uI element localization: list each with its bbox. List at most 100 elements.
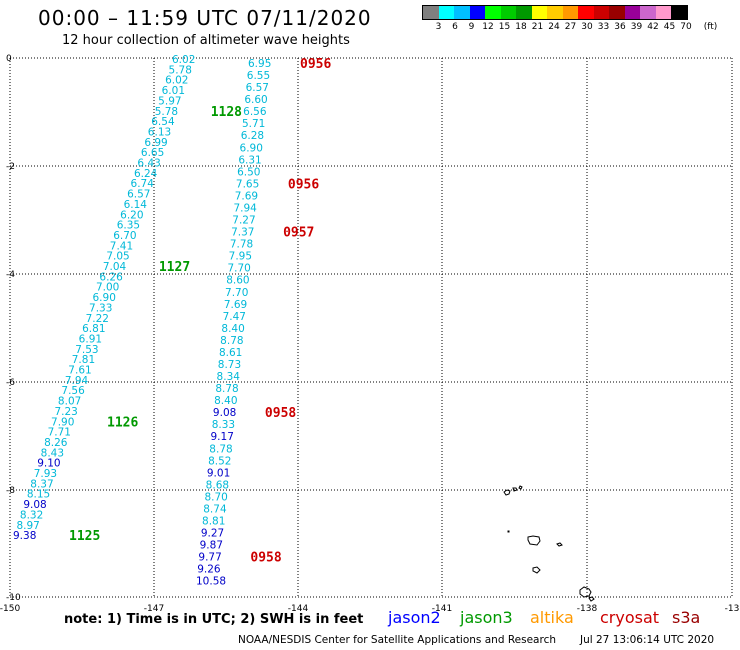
wave-height-value: 9.38 xyxy=(13,530,36,542)
wave-height-value: 6.81 xyxy=(82,323,105,335)
legend-tick-label: 18 xyxy=(515,22,527,32)
wave-height-value: 7.23 xyxy=(54,406,77,418)
x-tick-label: -150 xyxy=(0,604,20,614)
wave-height-value: 10.58 xyxy=(196,576,226,588)
legend-tick-label: 45 xyxy=(663,22,676,32)
wave-height-value: 7.61 xyxy=(68,365,91,377)
wave-height-value: 8.70 xyxy=(204,491,227,503)
wave-height-value: 7.90 xyxy=(51,416,74,428)
legend-color-bar xyxy=(422,5,688,20)
wave-height-value: 5.97 xyxy=(158,95,181,107)
wave-height-value: 9.08 xyxy=(213,407,236,419)
wave-height-value: 6.55 xyxy=(247,70,270,82)
pass-time-label: 0956 xyxy=(300,57,331,72)
legend-tick-label: 27 xyxy=(564,22,577,32)
wave-height-value: 6.26 xyxy=(99,271,123,283)
wave-height-value: 7.69 xyxy=(224,299,247,311)
wave-height-value: 8.15 xyxy=(27,489,50,501)
legend-swatch xyxy=(655,6,671,19)
wave-height-value: 8.68 xyxy=(206,479,229,491)
satellite-label-altika: altika xyxy=(530,608,574,627)
pass-time-label: 1127 xyxy=(159,260,190,275)
legend-swatch xyxy=(547,6,563,19)
island-outline xyxy=(532,566,541,574)
wave-height-value: 6.50 xyxy=(237,166,260,178)
island-outline xyxy=(579,586,592,598)
island-outline xyxy=(556,542,563,547)
legend-swatch xyxy=(593,6,609,19)
island-outline xyxy=(507,530,510,533)
wave-height-value: 6.54 xyxy=(151,116,175,128)
pass-time-label: 1128 xyxy=(211,105,242,120)
legend-unit: (ft) xyxy=(703,22,718,32)
island-outline xyxy=(518,485,523,490)
wave-height-value: 7.41 xyxy=(110,240,133,252)
footer-date: Jul 27 13:06:14 UTC 2020 xyxy=(580,634,715,646)
color-legend: 3 6 9 12 15 18 21 24 27 30 33 36 39 42 45 70 (ft) xyxy=(422,5,718,34)
page-title: 00:00 – 11:59 UTC 07/11/2020 xyxy=(38,6,372,30)
wave-height-value: 7.94 xyxy=(233,202,257,214)
y-tick-label: -8 xyxy=(6,486,15,496)
wave-height-value: 7.33 xyxy=(89,302,112,314)
wave-height-value: 7.27 xyxy=(232,215,255,227)
legend-tick-label: 21 xyxy=(531,22,544,32)
legend-tick-label: 33 xyxy=(597,22,610,32)
wave-height-value: 7.70 xyxy=(225,287,248,299)
satellite-label-cryosat: cryosat xyxy=(600,608,660,627)
wave-height-value: 6.99 xyxy=(144,137,167,149)
island-outline xyxy=(588,596,595,602)
wave-height-value: 8.52 xyxy=(208,455,231,467)
wave-height-value: 8.74 xyxy=(203,503,227,515)
wave-height-value: 8.97 xyxy=(16,520,39,532)
wave-height-value: 9.77 xyxy=(198,552,221,564)
wave-height-value: 6.90 xyxy=(240,142,263,154)
wave-height-value: 6.91 xyxy=(79,333,102,345)
wave-height-value: 7.04 xyxy=(103,261,127,273)
legend-tick-label: 30 xyxy=(581,22,593,32)
wave-height-value: 8.43 xyxy=(41,447,64,459)
wave-height-value: 8.60 xyxy=(226,275,249,287)
y-tick-label: -6 xyxy=(6,378,15,388)
page-subtitle: 12 hour collection of altimeter wave hei… xyxy=(62,33,350,48)
wave-height-value: 6.60 xyxy=(244,94,267,106)
wave-height-value: 8.40 xyxy=(214,395,237,407)
footer-credit: NOAA/NESDIS Center for Satellite Applica… xyxy=(238,634,556,646)
wave-height-value: 7.37 xyxy=(231,227,254,239)
wave-height-value: 8.78 xyxy=(215,383,238,395)
wave-height-value: 7.71 xyxy=(48,427,71,439)
wave-height-value: 6.90 xyxy=(93,292,116,304)
wave-height-value: 8.33 xyxy=(212,419,235,431)
y-tick-label: -10 xyxy=(6,593,21,603)
wave-height-value: 9.27 xyxy=(201,528,224,540)
wave-height-value: 6.28 xyxy=(241,130,264,142)
legend-tick-label: 15 xyxy=(498,22,511,32)
wave-height-value: 6.35 xyxy=(117,220,140,232)
wave-height-value: 8.37 xyxy=(30,478,53,490)
pass-time-label: 0957 xyxy=(283,226,314,241)
wave-height-value: 5.78 xyxy=(169,64,192,76)
x-tick-label: -144 xyxy=(288,604,309,614)
wave-height-value: 9.26 xyxy=(197,564,221,576)
legend-tick-label: 36 xyxy=(614,22,626,32)
legend-tick-label: 3 xyxy=(435,22,442,32)
legend-tick-label: 70 xyxy=(680,22,692,32)
wave-height-value: 7.95 xyxy=(229,251,252,263)
wave-height-value: 8.34 xyxy=(217,371,241,383)
legend-tick-label: 42 xyxy=(647,22,659,32)
wave-height-value: 9.01 xyxy=(207,467,230,479)
legend-swatch xyxy=(624,6,640,19)
wave-height-value: 7.81 xyxy=(72,354,95,366)
legend-swatch xyxy=(485,6,501,19)
wave-height-value: 6.74 xyxy=(131,178,155,190)
wave-height-value: 9.10 xyxy=(37,458,60,470)
wave-height-value: 8.40 xyxy=(221,323,244,335)
legend-swatch xyxy=(469,6,485,19)
wave-height-value: 7.94 xyxy=(65,375,89,387)
legend-tick-label: 6 xyxy=(452,22,458,32)
wave-height-value: 5.71 xyxy=(242,118,265,130)
island-outline xyxy=(527,535,541,546)
wave-height-value: 8.61 xyxy=(219,347,242,359)
legend-swatch xyxy=(562,6,578,19)
legend-labels: 3 6 9 12 15 18 21 24 27 30 33 36 39 42 45 70 (ft) xyxy=(422,20,718,34)
